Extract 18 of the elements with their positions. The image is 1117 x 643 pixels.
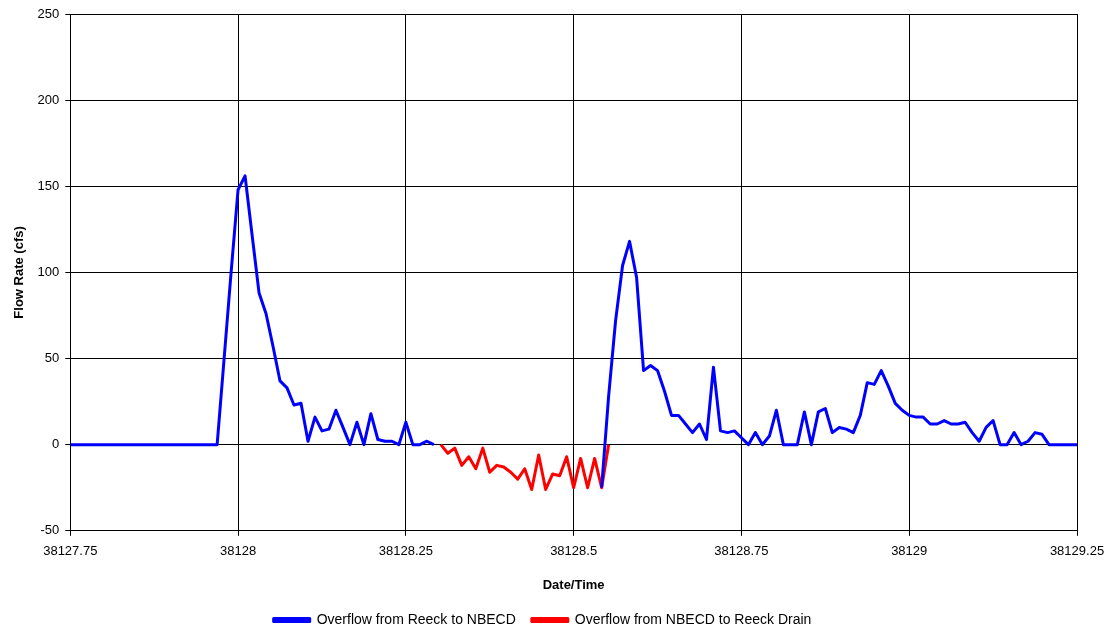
y-tick-label: 50	[44, 350, 60, 366]
x-tick-label: 38128.5	[550, 543, 598, 559]
y-tick-label: -50	[40, 522, 60, 538]
legend-label: Overflow from NBECD to Reeck Drain	[574, 610, 812, 627]
y-tick-label: 150	[37, 177, 60, 193]
x-tick-label: 38128.75	[714, 543, 769, 559]
y-tick-label: 200	[37, 91, 60, 107]
y-axis-title: Flow Rate (cfs)	[11, 226, 27, 319]
legend-label: Overflow from Reeck to NBECD	[316, 610, 516, 627]
x-tick-label: 38127.75	[43, 543, 98, 559]
x-tick-label: 38128.25	[378, 543, 433, 559]
x-tick-label: 38129.25	[1049, 543, 1105, 559]
x-tick-label: 38129	[891, 543, 928, 559]
x-axis-title: Date/Time	[542, 576, 605, 592]
y-tick-label: 250	[37, 5, 60, 21]
x-tick-label: 38128	[220, 543, 257, 559]
y-tick-label: 100	[37, 263, 60, 279]
y-tick-label: 0	[52, 436, 60, 452]
